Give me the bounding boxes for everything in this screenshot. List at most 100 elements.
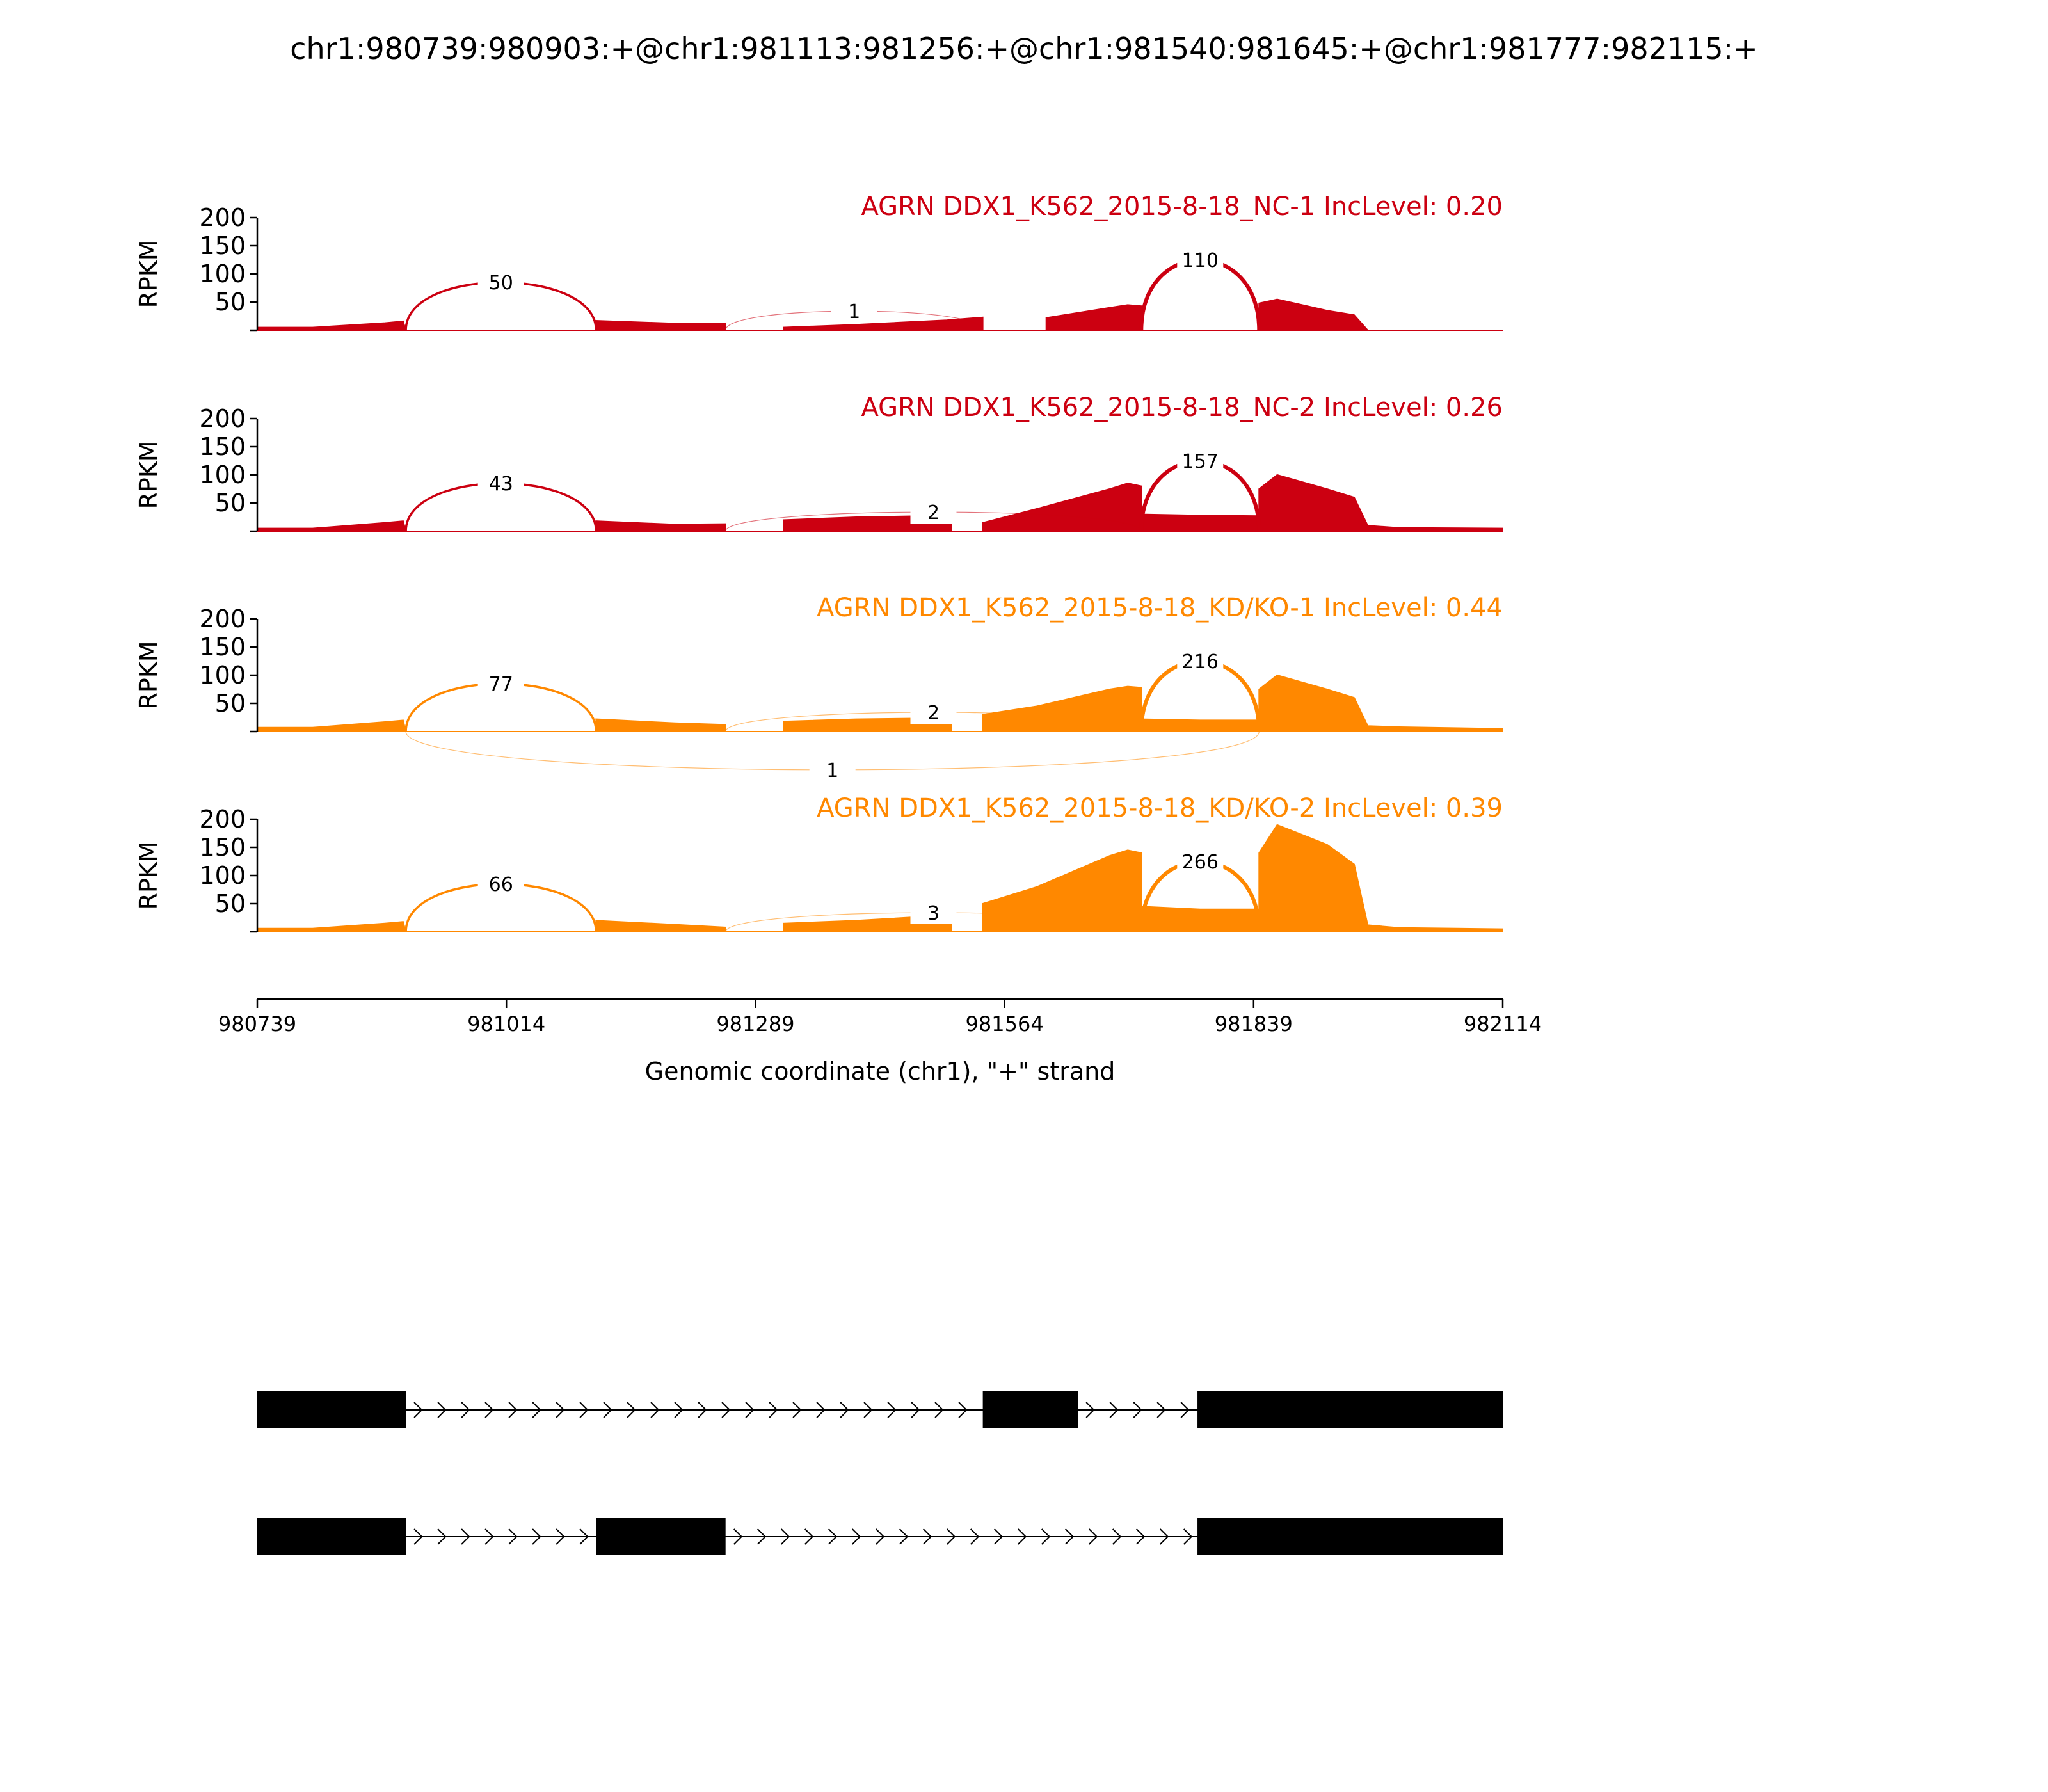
strand-arrow xyxy=(437,1402,447,1418)
strand-arrow xyxy=(769,1402,778,1418)
junction-label: 1 xyxy=(826,760,838,782)
series-name: AGRN DDX1_K562_2015-8-18_KD/KO-1 IncLeve… xyxy=(817,593,1503,623)
strand-arrow xyxy=(1041,1528,1051,1545)
strand-arrow xyxy=(1135,1528,1146,1545)
y-tick-label: 150 xyxy=(199,232,246,260)
strand-arrow xyxy=(532,1528,541,1545)
strand-arrow xyxy=(1088,1528,1098,1545)
exon xyxy=(982,1391,1078,1428)
exon xyxy=(1197,1391,1503,1428)
gene-models xyxy=(257,1391,1503,1555)
junction-label: 110 xyxy=(1182,250,1219,272)
y-tick-label: 100 xyxy=(199,461,246,489)
strand-arrow xyxy=(603,1402,612,1418)
junction-label: 43 xyxy=(489,473,513,495)
coverage-area xyxy=(257,824,1503,932)
junction-label-bg xyxy=(1177,850,1224,873)
junction-label-bg xyxy=(910,901,957,924)
strand-arrow xyxy=(934,1402,944,1418)
strand-arrow xyxy=(816,1402,826,1418)
strand-arrow xyxy=(579,1402,589,1418)
strand-arrow xyxy=(627,1402,636,1418)
junction-label: 216 xyxy=(1182,651,1219,673)
junction-label: 77 xyxy=(489,673,513,696)
y-axis-label: RPKM xyxy=(134,440,163,509)
strand-arrow xyxy=(899,1528,909,1545)
x-tick-label: 981564 xyxy=(966,1012,1044,1036)
strand-arrow xyxy=(970,1528,980,1545)
strand-arrow xyxy=(437,1528,447,1545)
strand-arrow xyxy=(1133,1402,1142,1418)
coverage-area xyxy=(257,474,1503,532)
strand-arrow xyxy=(1180,1402,1190,1418)
junction-label-bg xyxy=(477,672,524,695)
strand-arrow xyxy=(911,1402,920,1418)
strand-arrow xyxy=(792,1402,802,1418)
x-axis: 980739 981014 981289 981564 981839 982114 xyxy=(218,998,1542,1036)
coverage-area xyxy=(257,674,1503,732)
y-tick-label: 50 xyxy=(215,890,246,918)
strand-arrow xyxy=(851,1528,861,1545)
series-name: AGRN DDX1_K562_2015-8-18_KD/KO-2 IncLeve… xyxy=(817,794,1503,823)
x-tick-label: 980739 xyxy=(218,1012,296,1036)
strand-arrow xyxy=(556,1528,565,1545)
junction-label-bg xyxy=(477,872,524,895)
strand-arrow xyxy=(887,1402,897,1418)
coverage-area xyxy=(257,298,1503,331)
strand-arrow xyxy=(508,1402,518,1418)
strand-arrow xyxy=(674,1402,684,1418)
junction-label-bg xyxy=(831,300,877,323)
y-tick-label: 100 xyxy=(199,861,246,890)
strand-arrow xyxy=(413,1402,423,1418)
strand-arrow xyxy=(745,1402,755,1418)
y-tick-label: 150 xyxy=(199,633,246,661)
strand-arrow xyxy=(875,1528,885,1545)
exon xyxy=(257,1391,406,1428)
strand-arrow xyxy=(1159,1528,1169,1545)
exon xyxy=(1197,1518,1503,1555)
junction-label-bg xyxy=(809,758,856,781)
junction-label: 50 xyxy=(489,272,513,294)
transcript xyxy=(257,1391,1503,1428)
strand-arrow xyxy=(756,1528,767,1545)
junction-label: 266 xyxy=(1182,851,1219,874)
strand-arrow xyxy=(650,1402,660,1418)
strand-arrow xyxy=(484,1528,494,1545)
strand-arrow xyxy=(532,1402,541,1418)
exon xyxy=(257,1518,406,1555)
junction-label: 157 xyxy=(1182,451,1219,473)
y-tick-label: 50 xyxy=(215,689,246,717)
strand-arrow xyxy=(863,1402,873,1418)
series-name: AGRN DDX1_K562_2015-8-18_NC-2 IncLevel: … xyxy=(861,393,1503,422)
strand-arrow xyxy=(508,1528,518,1545)
junction-label-bg xyxy=(1177,650,1224,673)
strand-arrow xyxy=(721,1402,731,1418)
strand-arrow xyxy=(461,1528,470,1545)
y-tick-label: 50 xyxy=(215,288,246,316)
strand-arrow xyxy=(1064,1528,1075,1545)
x-tick-label: 981014 xyxy=(467,1012,545,1036)
strand-arrow xyxy=(780,1528,790,1545)
series-name: AGRN DDX1_K562_2015-8-18_NC-1 IncLevel: … xyxy=(861,192,1503,221)
junction-label: 1 xyxy=(848,301,860,323)
strand-arrow xyxy=(804,1528,814,1545)
strand-arrow xyxy=(993,1528,1004,1545)
junction-label-bg xyxy=(1177,248,1224,271)
strand-arrow xyxy=(1156,1402,1166,1418)
strand-arrow xyxy=(413,1528,423,1545)
strand-arrow xyxy=(556,1402,565,1418)
junction-label: 2 xyxy=(927,502,940,524)
junction-label-bg xyxy=(1177,449,1224,472)
junction-label-bg xyxy=(910,701,957,724)
y-tick-label: 100 xyxy=(199,661,246,689)
transcript xyxy=(257,1518,1503,1555)
y-tick-label: 200 xyxy=(199,805,246,833)
exon xyxy=(596,1518,726,1555)
strand-arrow xyxy=(1183,1528,1193,1545)
